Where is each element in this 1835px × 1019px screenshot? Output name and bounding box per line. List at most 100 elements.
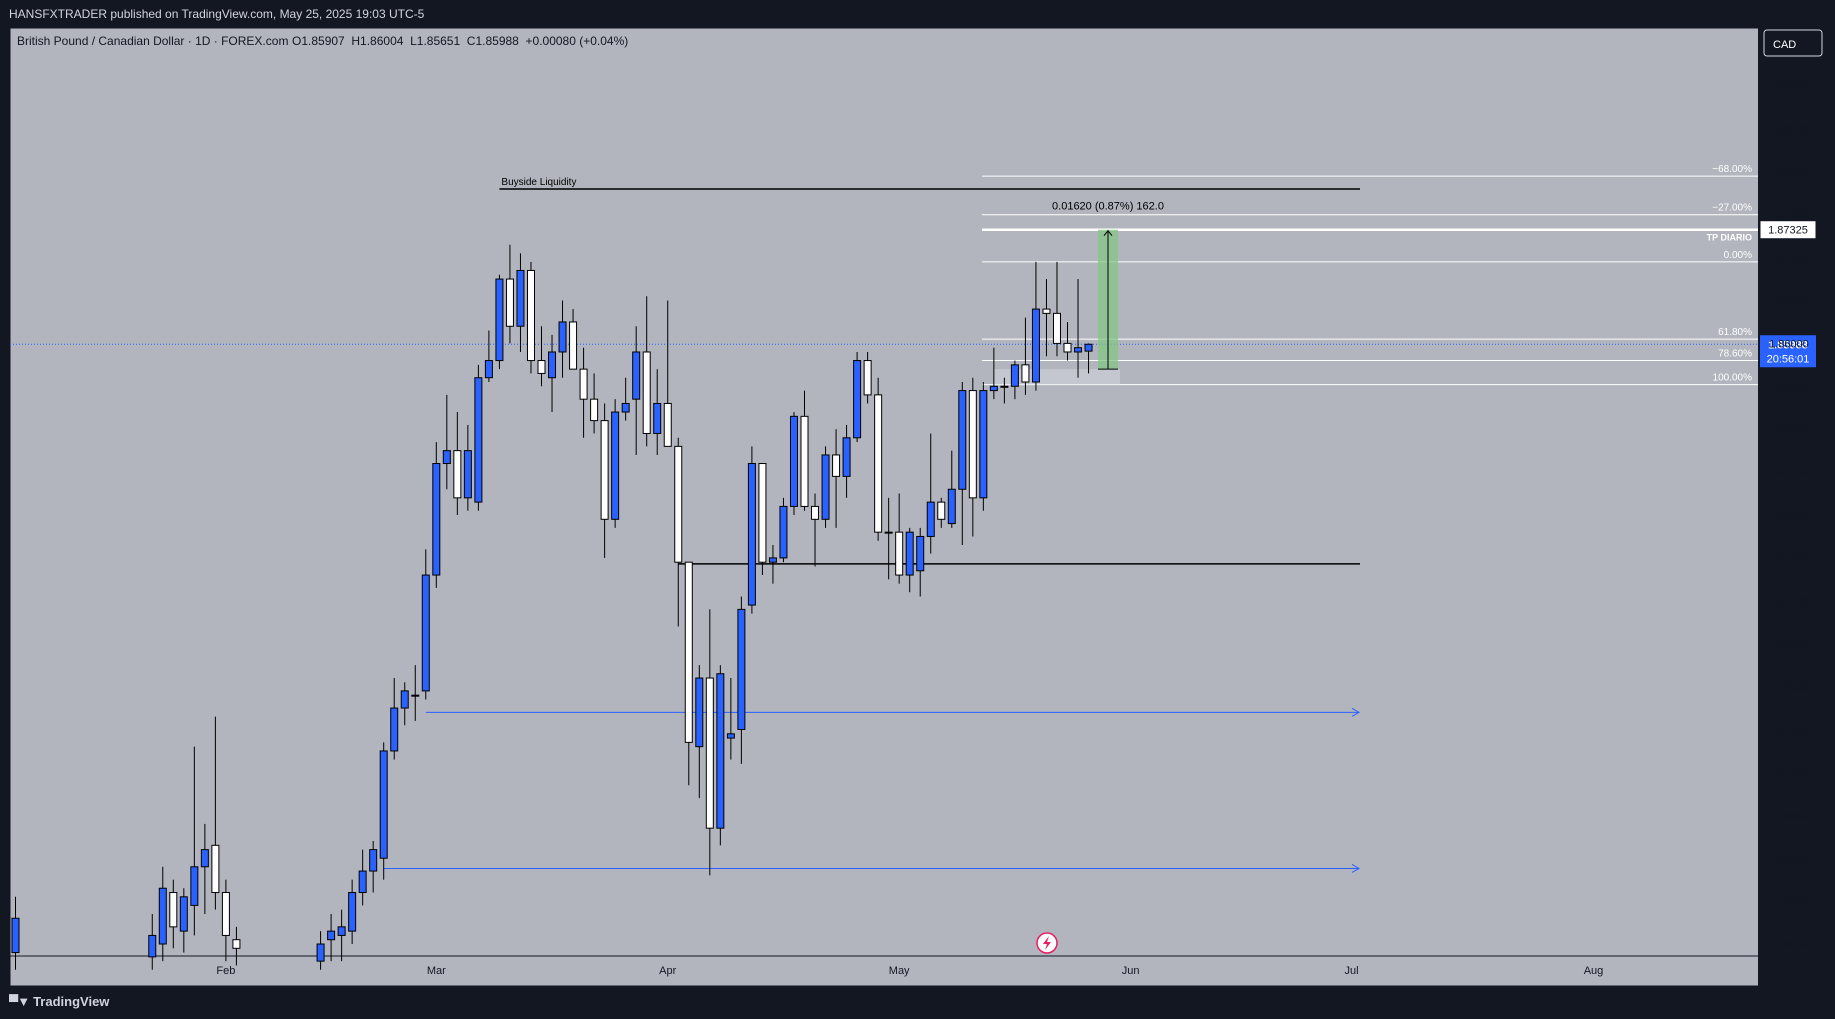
candle-down[interactable]: [1042, 279, 1051, 357]
candle-body: [779, 505, 788, 559]
candle-up[interactable]: [558, 300, 567, 378]
candle-down[interactable]: [874, 377, 883, 541]
candle-up[interactable]: [653, 369, 662, 455]
candle-down[interactable]: [684, 561, 693, 786]
candle-up[interactable]: [379, 742, 388, 880]
candle-up[interactable]: [726, 678, 735, 760]
candle-down[interactable]: [221, 879, 230, 962]
candle-up[interactable]: [958, 382, 967, 546]
candle-up[interactable]: [442, 394, 451, 490]
candle-down[interactable]: [600, 403, 609, 558]
candle-up[interactable]: [611, 399, 620, 528]
candle-up[interactable]: [747, 446, 756, 614]
candle-up[interactable]: [411, 665, 420, 721]
candle-up[interactable]: [695, 665, 704, 799]
candle-down[interactable]: [642, 296, 651, 447]
candle-up[interactable]: [1074, 279, 1083, 378]
symbol-legend[interactable]: British Pound / Canadian Dollar · 1D · F…: [17, 34, 288, 48]
candle-up[interactable]: [926, 433, 935, 554]
candle-up[interactable]: [474, 364, 483, 511]
candle-up[interactable]: [190, 746, 199, 936]
currency-button[interactable]: [1763, 29, 1823, 57]
candle-up[interactable]: [1010, 360, 1019, 400]
candle-up[interactable]: [905, 527, 914, 593]
candle-up[interactable]: [853, 351, 862, 443]
candle-up[interactable]: [316, 931, 325, 970]
candle-down[interactable]: [705, 609, 714, 876]
candle-down[interactable]: [1052, 261, 1061, 357]
candle-up[interactable]: [979, 382, 988, 511]
lightning-icon[interactable]: [1036, 932, 1058, 954]
candle-down[interactable]: [453, 412, 462, 515]
candle-down[interactable]: [863, 351, 872, 404]
price-axis[interactable]: 1.89000 1.88500 1.88000 1.87500 1.87000 1.865…: [1769, 81, 1809, 951]
candle-down[interactable]: [800, 390, 809, 511]
candle-down[interactable]: [811, 493, 820, 567]
candle-down[interactable]: [674, 437, 683, 627]
candle-up[interactable]: [148, 913, 157, 970]
candle-up[interactable]: [842, 424, 851, 498]
current-price-label[interactable]: [1760, 335, 1816, 368]
candle-up[interactable]: [495, 274, 504, 370]
chart-pane[interactable]: [10, 28, 1758, 986]
candle-up[interactable]: [348, 879, 357, 944]
candle-up[interactable]: [1000, 377, 1009, 404]
candle-up[interactable]: [11, 896, 20, 970]
buyside-liquidity-label: Buyside Liquidity: [501, 177, 576, 188]
candle-up[interactable]: [358, 849, 367, 906]
candle-up[interactable]: [1084, 343, 1093, 374]
tradingview-logo[interactable]: ▀▼ TradingView: [9, 994, 109, 1009]
time-axis[interactable]: Feb Mar Apr May Jun Jul Aug: [216, 965, 1603, 977]
candle-up[interactable]: [337, 909, 346, 962]
candle-up[interactable]: [916, 527, 925, 597]
candle-down[interactable]: [590, 373, 599, 434]
candle-up[interactable]: [369, 841, 378, 893]
candle-up[interactable]: [432, 442, 441, 588]
candle-up[interactable]: [947, 450, 956, 528]
candle-down[interactable]: [537, 326, 546, 387]
candle-down[interactable]: [895, 493, 904, 584]
candle-up[interactable]: [200, 823, 209, 914]
candle-up[interactable]: [158, 866, 167, 962]
candle-up[interactable]: [179, 888, 188, 953]
candle-down[interactable]: [579, 347, 588, 438]
candle-up[interactable]: [989, 347, 998, 400]
candle-up[interactable]: [716, 665, 725, 846]
price-tick-label: 1.80500: [1769, 810, 1809, 822]
candle-up[interactable]: [548, 334, 557, 413]
candle-up[interactable]: [632, 326, 641, 455]
candle-down[interactable]: [968, 377, 977, 537]
candle-up[interactable]: [484, 330, 493, 383]
candle-up[interactable]: [779, 497, 788, 563]
candle-up[interactable]: [768, 545, 777, 584]
candle-up[interactable]: [789, 412, 798, 515]
candle-up[interactable]: [621, 377, 630, 421]
candle-body: [653, 402, 662, 434]
candle-down[interactable]: [526, 261, 535, 374]
candle-up[interactable]: [327, 913, 336, 962]
candle-down[interactable]: [169, 879, 178, 949]
candle-up[interactable]: [400, 682, 409, 726]
candle-down[interactable]: [211, 716, 220, 910]
candle-down[interactable]: [1021, 317, 1030, 395]
candle-up[interactable]: [737, 596, 746, 764]
candle-up[interactable]: [1031, 261, 1040, 391]
candle-down[interactable]: [663, 300, 672, 447]
candle-down[interactable]: [1063, 321, 1072, 361]
candle-down[interactable]: [569, 309, 578, 370]
candle-down[interactable]: [232, 926, 241, 966]
target-price-label[interactable]: [1759, 220, 1817, 240]
candle-body: [548, 351, 557, 379]
candle-up[interactable]: [390, 678, 399, 760]
candle-up[interactable]: [463, 424, 472, 511]
candle-up[interactable]: [821, 446, 830, 528]
candle-body: [811, 505, 820, 520]
candle-up[interactable]: [884, 497, 893, 580]
candle-down[interactable]: [505, 244, 514, 344]
candle-up[interactable]: [421, 549, 430, 700]
candle-up[interactable]: [516, 253, 525, 352]
candle-down[interactable]: [832, 429, 841, 528]
candle-down[interactable]: [758, 463, 767, 576]
candle-down[interactable]: [937, 497, 946, 528]
